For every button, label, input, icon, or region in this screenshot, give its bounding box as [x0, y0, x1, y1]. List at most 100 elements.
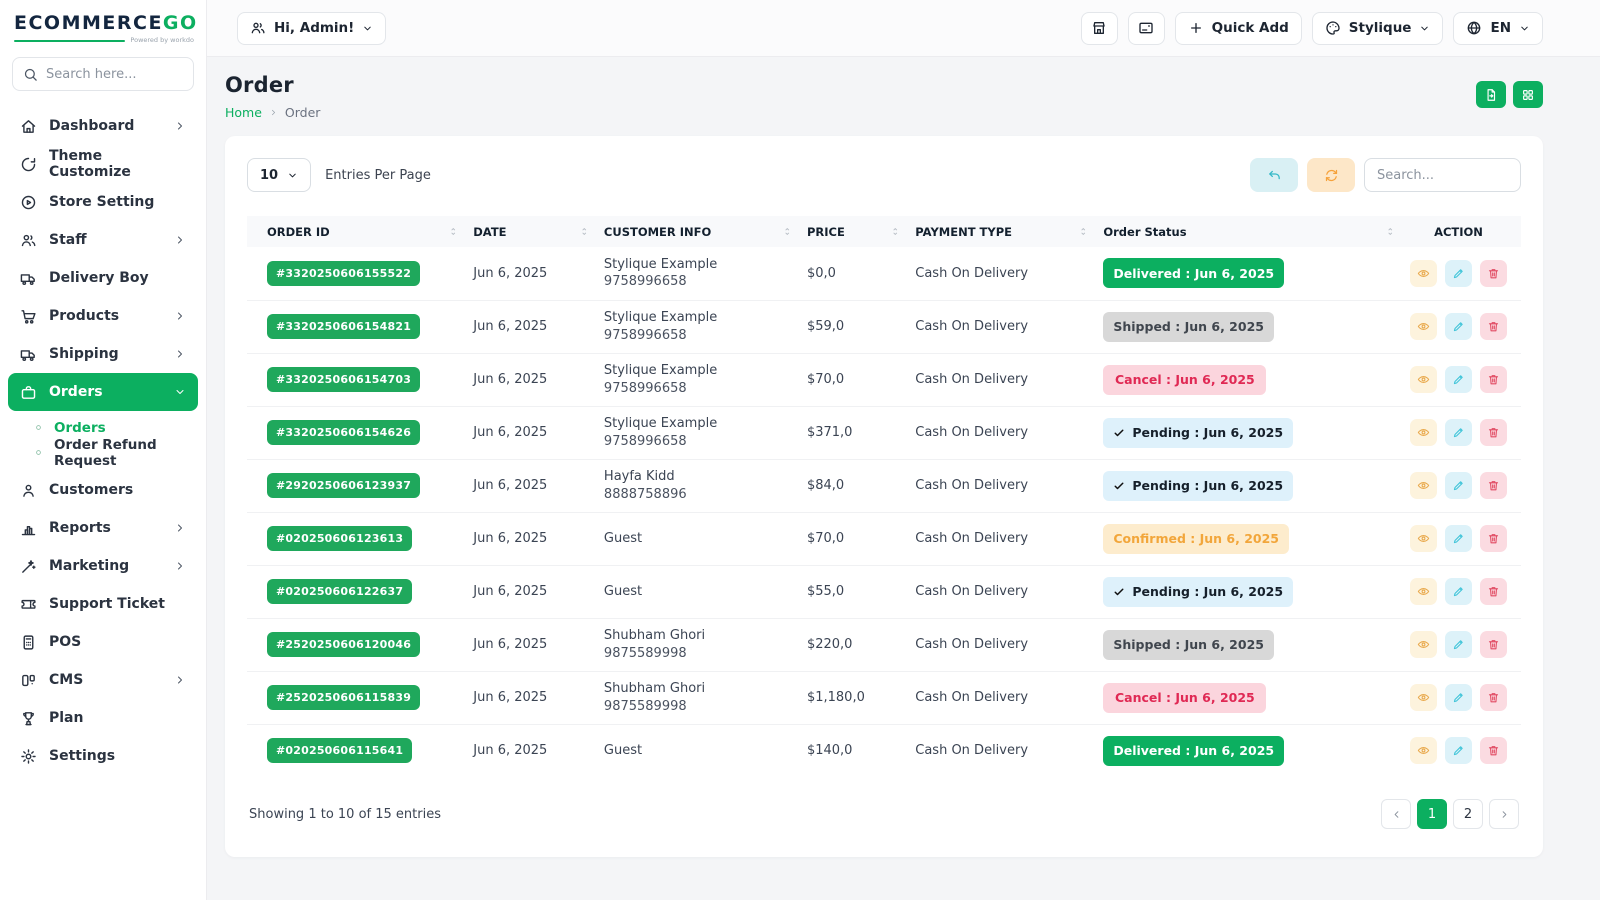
delete-order-button[interactable]	[1480, 472, 1507, 499]
edit-order-button[interactable]	[1445, 419, 1472, 446]
sidebar-item-label: Customers	[49, 482, 134, 498]
column-header-price[interactable]: PRICE	[806, 216, 916, 247]
sort-icon[interactable]	[890, 226, 901, 237]
view-order-button[interactable]	[1410, 472, 1437, 499]
sort-icon[interactable]	[448, 226, 459, 237]
sidebar-subitem-orders[interactable]: Orders	[0, 415, 206, 440]
edit-order-button[interactable]	[1445, 525, 1472, 552]
admin-menu-button[interactable]: Hi, Admin!	[237, 11, 387, 45]
pagination-prev-button[interactable]	[1381, 799, 1411, 829]
eye-icon	[1417, 479, 1430, 492]
sort-icon[interactable]	[579, 226, 590, 237]
view-order-button[interactable]	[1410, 313, 1437, 340]
sidebar-item-products[interactable]: Products	[8, 297, 198, 335]
sidebar-item-theme-customize[interactable]: Theme Customize	[8, 145, 198, 183]
edit-order-button[interactable]	[1445, 578, 1472, 605]
edit-order-button[interactable]	[1445, 631, 1472, 658]
sidebar-item-support-ticket[interactable]: Support Ticket	[8, 585, 198, 623]
payment-type-cell: Cash On Delivery	[915, 690, 1029, 705]
sidebar-item-orders[interactable]: Orders	[8, 373, 198, 411]
sidebar-item-customers[interactable]: Customers	[8, 471, 198, 509]
pencil-icon	[1452, 320, 1465, 333]
grid-icon	[1521, 88, 1535, 102]
delete-order-button[interactable]	[1480, 631, 1507, 658]
customer-phone: 9758996658	[603, 327, 687, 343]
column-header-date[interactable]: DATE	[473, 216, 604, 247]
pagination-page-1[interactable]: 1	[1417, 799, 1447, 829]
sort-icon[interactable]	[1078, 226, 1089, 237]
export-button[interactable]	[1476, 81, 1506, 108]
theme-icon	[20, 156, 37, 173]
delete-order-button[interactable]	[1480, 366, 1507, 393]
users-icon	[20, 232, 37, 249]
brand-logo[interactable]: ECOMMERCEGO Powered by workdo	[0, 0, 206, 44]
edit-order-button[interactable]	[1445, 684, 1472, 711]
customer-name: Shubham Ghori	[603, 680, 706, 696]
sidebar-item-staff[interactable]: Staff	[8, 221, 198, 259]
column-header-order-status[interactable]: Order Status	[1103, 216, 1410, 247]
customer-name: Stylique Example	[603, 362, 718, 378]
pagination-page-2[interactable]: 2	[1453, 799, 1483, 829]
view-order-button[interactable]	[1410, 366, 1437, 393]
sidebar-item-shipping[interactable]: Shipping	[8, 335, 198, 373]
edit-order-button[interactable]	[1445, 366, 1472, 393]
theme-select-button[interactable]: Stylique	[1311, 11, 1444, 45]
edit-order-button[interactable]	[1445, 737, 1472, 765]
order-id-badge: #2920250606123937	[267, 473, 421, 498]
view-order-button[interactable]	[1410, 578, 1437, 605]
view-order-button[interactable]	[1410, 737, 1437, 765]
page-title: Order	[225, 73, 294, 97]
order-id-badge: #2520250606120046	[267, 632, 421, 657]
delete-order-button[interactable]	[1480, 419, 1507, 446]
storefront-button[interactable]	[1080, 11, 1118, 45]
language-select-button[interactable]: EN	[1453, 11, 1543, 45]
trash-icon	[1487, 267, 1500, 280]
view-order-button[interactable]	[1410, 631, 1437, 658]
pencil-icon	[1452, 426, 1465, 439]
sidebar-item-store-setting[interactable]: Store Setting	[8, 183, 198, 221]
card-button[interactable]	[1127, 11, 1165, 45]
delete-order-button[interactable]	[1480, 313, 1507, 340]
delete-order-button[interactable]	[1480, 684, 1507, 711]
delete-order-button[interactable]	[1480, 259, 1507, 287]
edit-order-button[interactable]	[1445, 313, 1472, 340]
grid-view-button[interactable]	[1513, 81, 1543, 108]
delete-order-button[interactable]	[1480, 578, 1507, 605]
refresh-button[interactable]	[1307, 158, 1355, 192]
column-header-order-id[interactable]: ORDER ID	[247, 216, 474, 247]
view-order-button[interactable]	[1410, 525, 1437, 552]
column-header-payment-type[interactable]: PAYMENT TYPE	[915, 216, 1104, 247]
customer-name: Guest	[603, 530, 643, 546]
breadcrumb-current: Order	[284, 105, 321, 120]
sort-icon[interactable]	[782, 226, 793, 237]
table-search-input[interactable]	[1364, 158, 1521, 192]
edit-order-button[interactable]	[1445, 472, 1472, 499]
trash-icon	[1487, 320, 1500, 333]
edit-order-button[interactable]	[1445, 259, 1472, 287]
view-order-button[interactable]	[1410, 259, 1437, 287]
sidebar-subitem-order-refund-request[interactable]: Order Refund Request	[0, 437, 206, 469]
pagination-next-button[interactable]	[1489, 799, 1519, 829]
delete-order-button[interactable]	[1480, 525, 1507, 552]
sidebar-item-dashboard[interactable]: Dashboard	[8, 107, 198, 145]
sort-icon[interactable]	[1385, 226, 1396, 237]
delete-order-button[interactable]	[1480, 737, 1507, 765]
column-header-customer-info[interactable]: CUSTOMER INFO	[603, 216, 807, 247]
sidebar-item-marketing[interactable]: Marketing	[8, 547, 198, 585]
sidebar-item-settings[interactable]: Settings	[8, 737, 198, 775]
sidebar-item-pos[interactable]: POS	[8, 623, 198, 661]
sidebar-item-reports[interactable]: Reports	[8, 509, 198, 547]
sidebar-item-delivery-boy[interactable]: Delivery Boy	[8, 259, 198, 297]
sidebar-search-input[interactable]	[46, 66, 206, 82]
undo-button[interactable]	[1250, 158, 1298, 192]
order-date-cell: Jun 6, 2025	[473, 743, 548, 759]
sidebar-item-plan[interactable]: Plan	[8, 699, 198, 737]
breadcrumb-home-link[interactable]: Home	[225, 105, 262, 120]
entries-per-page-select[interactable]: 10	[247, 158, 312, 192]
sidebar-item-cms[interactable]: CMS	[8, 661, 198, 699]
view-order-button[interactable]	[1410, 419, 1437, 446]
view-order-button[interactable]	[1410, 684, 1437, 711]
sidebar-item-label: Store Setting	[49, 194, 155, 210]
quick-add-button[interactable]: Quick Add	[1174, 11, 1302, 45]
